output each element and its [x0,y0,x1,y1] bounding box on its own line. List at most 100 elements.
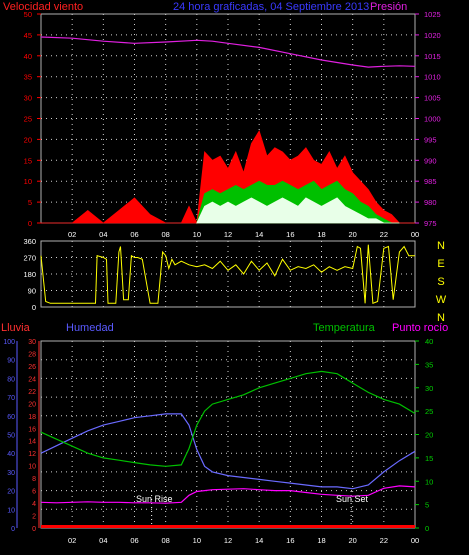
temperature-tick-label: 20 [425,431,433,440]
humidity-tick-label: 80 [7,376,15,383]
rain-tick-label: 30 [28,339,36,346]
rain-tick-label: 8 [32,476,36,483]
humidity-tick-label: 60 [7,414,15,421]
rain-tick-label: 6 [32,489,36,496]
humidity-tick-label: 20 [7,489,15,496]
wind-speed-label: Velocidad viento [3,1,83,13]
dewpoint-line [40,485,416,504]
humidity-tick-label: 70 [7,395,15,402]
x-tick-label: 14 [255,230,263,239]
temperature-tick-label: 40 [425,337,433,346]
humidity-tick-label: 10 [7,507,15,514]
wind-tick-label: 0 [28,219,32,228]
wind-tick-label: 35 [24,73,32,82]
humidity-tick-label: 50 [7,433,15,440]
humidity-tick-label: 90 [7,358,15,365]
x-tick-label: 04 [99,536,107,545]
x-tick-label: 14 [255,536,263,545]
x-tick-label: 16 [286,230,294,239]
x-tick-label: 10 [193,536,201,545]
humidity-line [40,413,416,490]
wind-series [40,36,416,225]
rain-tick-label: 20 [28,401,36,408]
x-tick-label: 22 [380,230,388,239]
x-tick-label: 12 [224,230,232,239]
direction-degree-label: 180 [23,270,36,279]
pressure-tick-label: 1005 [424,94,441,103]
rain-tick-label: 18 [28,414,36,421]
x-tick-label: 00 [411,536,419,545]
pressure-tick-label: 990 [424,156,437,165]
wind-tick-label: 20 [24,135,32,144]
humidity-tick-label: 40 [7,451,15,458]
x-tick-label: 08 [161,536,169,545]
pressure-tick-label: 1015 [424,52,441,61]
x-tick-label: 20 [348,230,356,239]
temperature-tick-label: 35 [425,360,433,369]
rain-tick-label: 28 [28,351,36,358]
x-tick-label: 12 [224,536,232,545]
temp-chart-grid [41,341,415,528]
rain-label: Lluvia [1,322,31,334]
x-tick-label: 22 [380,536,388,545]
wind-tick-label: 15 [24,156,32,165]
pressure-tick-label: 975 [424,219,437,228]
x-tick-label: 16 [286,536,294,545]
rain-tick-label: 14 [28,439,36,446]
temp-series [40,370,416,528]
rain-tick-label: 0 [32,526,36,533]
direction-degree-ticks: 0 90 180 270 360 [23,237,36,312]
rain-tick-label: 16 [28,426,36,433]
rain-tick-label: 24 [28,376,36,383]
pressure-tick-label: 1020 [424,31,441,40]
rain-tick-label: 22 [28,389,36,396]
temperature-tick-label: 30 [425,384,433,393]
compass-label: N [437,312,445,324]
rain-tick-label: 2 [32,514,36,521]
rain-tick-label: 12 [28,451,36,458]
pressure-tick-label: 985 [424,177,437,186]
temperature-axis-ticks: 0 5 10 15 20 25 30 35 40 [415,337,433,533]
x-tick-label: 06 [130,536,138,545]
compass-label: W [436,294,447,306]
pressure-tick-label: 995 [424,135,437,144]
wind-tick-label: 40 [24,52,32,61]
wind-tick-label: 5 [28,198,32,207]
wind-axis-ticks: 0 5 10 15 20 25 30 35 40 45 50 [24,10,41,228]
direction-degree-label: 270 [23,254,36,263]
x-tick-label: 06 [130,230,138,239]
temperature-tick-label: 15 [425,454,433,463]
x-tick-label: 18 [317,230,325,239]
wind-min-area [196,197,400,224]
temperature-label: Temperatura [313,322,376,334]
wind-chart-x-ticks: 02 04 06 08 10 12 14 16 18 20 22 00 [68,230,419,239]
sunset-annotation: Sun Set [336,494,369,504]
direction-chart-grid [41,241,415,307]
direction-degree-label: 360 [23,237,36,246]
temperature-tick-label: 0 [425,524,429,533]
x-tick-label: 00 [411,230,419,239]
humidity-axis-ticks: 0 10 20 30 40 50 60 70 80 90 100 [3,339,18,533]
x-tick-label: 18 [317,536,325,545]
direction-degree-label: 90 [28,287,36,296]
compass-label: S [437,276,444,288]
x-tick-label: 02 [68,230,76,239]
temperature-tick-label: 10 [425,477,433,486]
temperature-tick-label: 25 [425,407,433,416]
direction-degree-label: 0 [32,303,36,312]
wind-tick-label: 10 [24,177,32,186]
rain-tick-label: 4 [32,501,36,508]
compass-label: E [437,258,444,270]
pressure-line [40,36,416,68]
x-tick-label: 02 [68,536,76,545]
wind-tick-label: 50 [24,10,32,19]
temperature-tick-label: 5 [425,501,429,510]
humidity-tick-label: 100 [3,339,15,346]
pressure-tick-label: 1000 [424,115,441,124]
x-tick-label: 08 [161,230,169,239]
